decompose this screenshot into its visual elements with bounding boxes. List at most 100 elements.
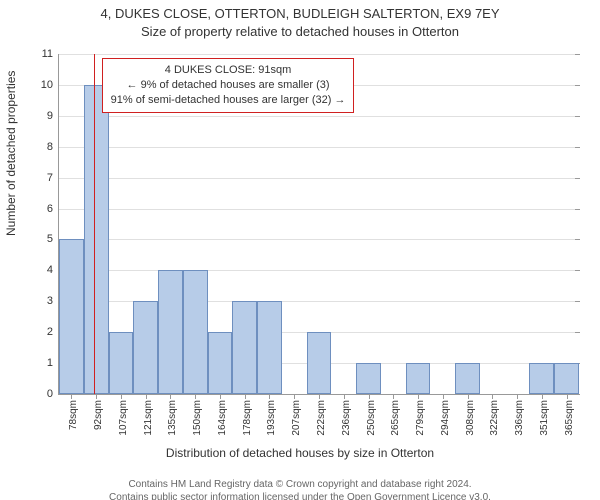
chart-subtitle: Size of property relative to detached ho… [0,24,600,40]
annotation-box: 4 DUKES CLOSE: 91sqm← 9% of detached hou… [102,58,355,113]
x-tick-label: 236sqm [341,400,352,436]
y-tick-label: 2 [47,326,59,338]
gridline-h [59,178,579,179]
histogram-bar [133,301,158,394]
y-tick-mark [575,394,580,395]
x-tick-mark [195,394,196,399]
x-tick-mark [294,394,295,399]
y-tick-mark [575,209,580,210]
x-tick-mark [542,394,543,399]
x-tick-mark [393,394,394,399]
histogram-bar [158,270,183,394]
x-tick-mark [319,394,320,399]
y-tick-label: 1 [47,357,59,369]
y-tick-mark [575,54,580,55]
y-tick-label: 0 [47,388,59,400]
x-tick-label: 265sqm [390,400,401,436]
x-axis-label: Distribution of detached houses by size … [0,446,600,460]
x-tick-label: 222sqm [316,400,327,436]
y-tick-mark [575,301,580,302]
x-tick-label: 207sqm [291,400,302,436]
y-tick-mark [575,332,580,333]
x-tick-mark [567,394,568,399]
x-tick-mark [220,394,221,399]
x-tick-label: 150sqm [192,400,203,436]
histogram-bar [257,301,282,394]
histogram-bar [529,363,554,394]
gridline-h [59,147,579,148]
annotation-line: ← 9% of detached houses are smaller (3) [111,78,346,93]
gridline-h [59,239,579,240]
histogram-bar [356,363,381,394]
x-tick-mark [344,394,345,399]
x-tick-mark [443,394,444,399]
x-tick-label: 322sqm [489,400,500,436]
footer-attribution: Contains HM Land Registry data © Crown c… [0,479,600,500]
y-tick-mark [575,270,580,271]
histogram-bar [406,363,431,394]
y-tick-label: 8 [47,141,59,153]
x-tick-label: 107sqm [118,400,129,436]
x-tick-label: 178sqm [242,400,253,436]
histogram-bar [232,301,257,394]
gridline-h [59,116,579,117]
histogram-bar [59,239,84,394]
y-tick-label: 5 [47,233,59,245]
y-tick-mark [575,147,580,148]
x-tick-mark [269,394,270,399]
y-tick-mark [575,85,580,86]
y-tick-label: 9 [47,110,59,122]
x-tick-label: 78sqm [68,400,79,430]
x-tick-label: 294sqm [440,400,451,436]
x-tick-label: 193sqm [266,400,277,436]
x-tick-label: 336sqm [514,400,525,436]
x-tick-label: 121sqm [143,400,154,436]
histogram-bar [183,270,208,394]
y-tick-mark [575,116,580,117]
x-tick-mark [170,394,171,399]
footer-line-1: Contains HM Land Registry data © Crown c… [0,479,600,492]
x-tick-mark [369,394,370,399]
plot-area: 0123456789101178sqm92sqm107sqm121sqm135s… [58,54,579,395]
histogram-bar [84,85,109,394]
annotation-line: 4 DUKES CLOSE: 91sqm [111,63,346,78]
x-tick-label: 365sqm [564,400,575,436]
histogram-bar [307,332,332,394]
x-tick-label: 164sqm [217,400,228,436]
x-tick-label: 351sqm [539,400,550,436]
y-tick-label: 3 [47,295,59,307]
x-tick-label: 92sqm [93,400,104,430]
x-tick-mark [146,394,147,399]
histogram-bar [554,363,579,394]
x-tick-mark [96,394,97,399]
annotation-line: 91% of semi-detached houses are larger (… [111,93,346,108]
histogram-bar [109,332,134,394]
x-tick-mark [121,394,122,399]
subject-marker-line [94,54,95,394]
x-tick-label: 250sqm [366,400,377,436]
gridline-h [59,54,579,55]
x-tick-mark [418,394,419,399]
y-tick-label: 6 [47,203,59,215]
x-tick-mark [71,394,72,399]
y-tick-label: 11 [42,48,59,60]
y-tick-label: 10 [41,79,59,91]
x-tick-label: 135sqm [167,400,178,436]
y-tick-label: 7 [47,172,59,184]
footer-line-2: Contains public sector information licen… [0,492,600,500]
y-tick-mark [575,178,580,179]
gridline-h [59,270,579,271]
chart-title: 4, DUKES CLOSE, OTTERTON, BUDLEIGH SALTE… [0,6,600,22]
gridline-h [59,209,579,210]
x-tick-mark [492,394,493,399]
x-tick-label: 279sqm [415,400,426,436]
x-tick-label: 308sqm [465,400,476,436]
y-tick-label: 4 [47,264,59,276]
x-tick-mark [468,394,469,399]
x-tick-mark [517,394,518,399]
histogram-bar [455,363,480,394]
x-tick-mark [245,394,246,399]
y-tick-mark [575,239,580,240]
y-axis-label: Number of detached properties [4,71,18,236]
chart-root: 4, DUKES CLOSE, OTTERTON, BUDLEIGH SALTE… [0,6,600,500]
